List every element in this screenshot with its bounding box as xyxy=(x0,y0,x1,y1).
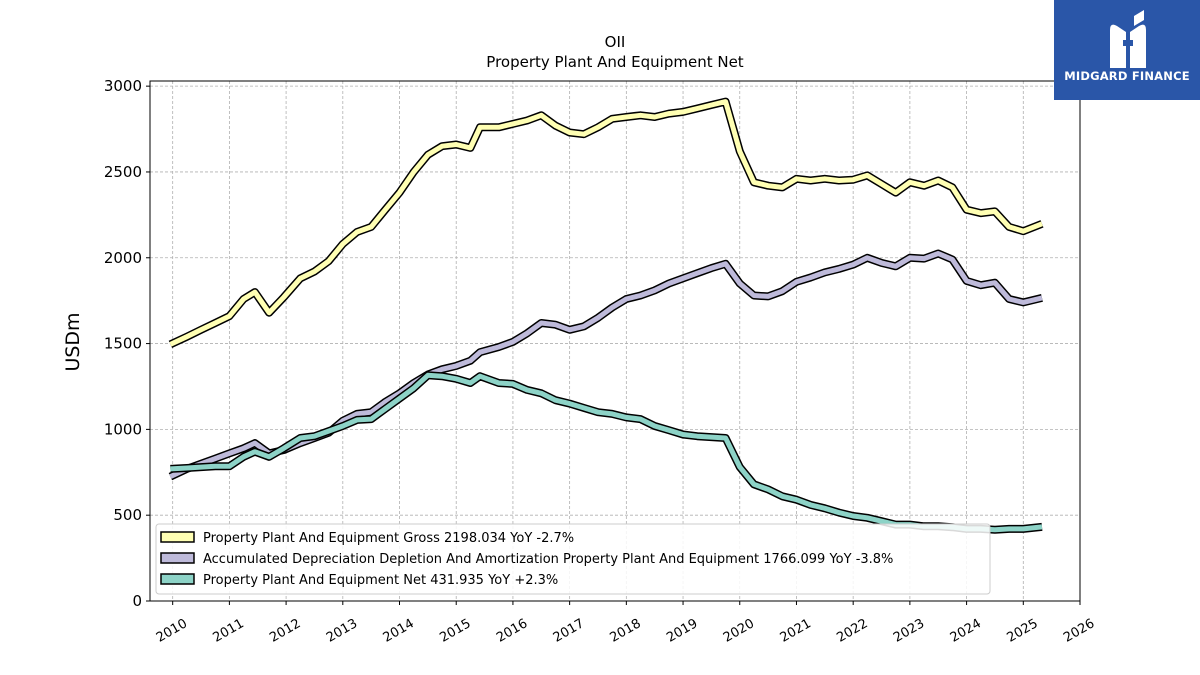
y-tick-label: 1500 xyxy=(104,335,142,353)
legend-label: Property Plant And Equipment Net 431.935… xyxy=(203,573,558,588)
legend-box xyxy=(155,523,991,595)
legend-label: Property Plant And Equipment Gross 2198.… xyxy=(203,531,574,546)
chart-title: OII xyxy=(605,33,626,51)
y-tick-label: 1000 xyxy=(104,420,142,438)
grid-lines xyxy=(150,81,1081,602)
chart-subtitle: Property Plant And Equipment Net xyxy=(486,53,743,71)
brand-logo: MIDGARD FINANCE xyxy=(1054,0,1200,100)
y-axis-ticks: 0 500 1000 1500 2000 2500 3000 xyxy=(104,77,150,610)
y-tick-label: 0 xyxy=(132,592,142,610)
y-tick-label: 2500 xyxy=(104,163,142,181)
logo-text: MIDGARD FINANCE xyxy=(1064,69,1190,83)
logo-mark-icon xyxy=(1110,10,1146,69)
legend-label: Accumulated Depreciation Depletion And A… xyxy=(203,552,893,567)
y-axis-label: USDm xyxy=(62,312,84,371)
y-tick-label: 500 xyxy=(113,506,142,524)
legend-swatch xyxy=(160,573,195,585)
y-tick-label: 3000 xyxy=(104,77,142,95)
y-tick-label: 2000 xyxy=(104,249,142,267)
plot-frame xyxy=(149,80,1081,602)
legend-swatch xyxy=(160,531,195,543)
series-line xyxy=(169,99,1043,347)
legend-swatch xyxy=(160,552,195,564)
legend: Property Plant And Equipment Gross 2198.… xyxy=(155,523,991,595)
series-1 xyxy=(168,97,1044,349)
